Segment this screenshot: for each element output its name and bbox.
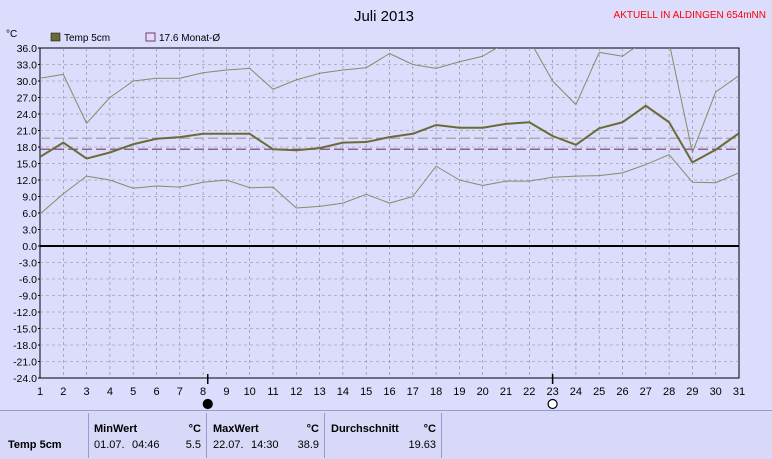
y-tick-labels: 36.0 33.0 30.0 27.0 24.0 21.0 18.0 15.0 12.0 9.0 6… [13,43,40,385]
min-title: MinWert [94,423,138,435]
y-tick-label-0: 36.0 [17,43,38,55]
x-tick-label-1: 2 [60,386,66,398]
y-tick-label-8: 12.0 [17,175,38,187]
y-tick-label-12: 0.0 [22,241,37,253]
stats-row-label: Temp 5cm [8,439,62,451]
x-tick-label-10: 11 [267,386,278,398]
y-tick-label-3: 27.0 [17,93,38,105]
x-tick-label-7: 8 [200,386,206,398]
min-value: 5.5 [185,439,201,451]
avg-value: 19.63 [408,439,436,451]
max-date: 22.07. [213,439,244,451]
x-tick-label-23: 24 [570,386,582,398]
x-tick-label-5: 6 [153,386,159,398]
unit-label: °C [6,29,17,40]
series-line-min [40,154,739,215]
grid [40,48,739,378]
legend-swatch-temp [50,32,61,42]
x-tick-label-30: 31 [733,386,745,398]
x-tick-label-3: 4 [107,386,113,398]
x-tick-label-20: 21 [500,386,512,398]
max-unit: °C [306,423,319,435]
avg-cell: Durchschnitt °C 19.63 [324,413,442,458]
min-date: 01.07. [94,439,125,451]
y-tick-label-11: 3.0 [22,225,37,237]
x-tick-label-14: 15 [360,386,372,398]
avg-title: Durchschnitt [331,423,399,435]
x-tick-labels: 1 2 3 4 5 6 7 8 9 10 11 12 13 14 15 16 17 18 19 20 21 22 23 24 2… [37,386,745,398]
y-tick-label-17: -15.0 [13,324,37,336]
min-cell: MinWert °C 01.07. 04:46 5.5 [88,413,207,458]
min-time: 04:46 [132,439,160,451]
x-tick-label-29: 30 [710,386,722,398]
y-tick-label-19: -21.0 [13,357,37,369]
x-tick-label-15: 16 [383,386,395,398]
temperature-chart: Juli 2013 AKTUELL IN ALDINGEN 654mNN °C … [6,8,766,410]
x-tick-label-17: 18 [430,386,442,398]
max-time: 14:30 [251,439,279,451]
y-tick-label-2: 30.0 [17,76,38,88]
y-tick-label-13: -3.0 [19,258,37,270]
y-tick-label-5: 21.0 [17,126,38,138]
max-cell: MaxWert °C 22.07. 14:30 38.9 [206,413,325,458]
x-tick-label-9: 10 [244,386,256,398]
legend-label-avg: 17.6 Monat-Ø [159,33,220,44]
x-tick-label-13: 14 [337,386,349,398]
legend-label-temp: Temp 5cm [64,33,110,44]
x-tick-label-24: 25 [593,386,605,398]
x-tick-label-0: 1 [37,386,43,398]
x-tick-label-21: 22 [523,386,535,398]
legend: Temp 5cm 17.6 Monat-Ø [50,32,220,44]
x-tick-label-18: 19 [453,386,465,398]
series-line-max [40,48,739,153]
stats-row-label-cell: Temp 5cm [0,413,88,458]
y-tick-label-6: 18.0 [17,142,38,154]
y-tick-label-14: -6.0 [19,274,37,286]
moon-markers [202,374,558,410]
station-note: AKTUELL IN ALDINGEN 654mNN [614,10,766,21]
y-tick-label-10: 6.0 [22,208,37,220]
empty-cell [441,413,772,458]
y-tick-label-20: -24.0 [13,373,37,385]
x-tick-label-4: 5 [130,386,136,398]
x-tick-label-19: 20 [477,386,489,398]
series-line-temp-5cm [40,104,739,164]
x-tick-label-25: 26 [616,386,628,398]
y-tick-label-9: 9.0 [22,192,37,204]
min-unit: °C [188,423,201,435]
x-tick-label-8: 9 [223,386,229,398]
max-value: 38.9 [297,439,319,451]
x-tick-label-28: 29 [686,386,698,398]
y-tick-label-7: 15.0 [17,159,38,171]
x-tick-label-11: 12 [290,386,302,398]
y-tick-label-1: 33.0 [17,60,38,72]
x-tick-label-6: 7 [177,386,183,398]
x-tick-label-16: 17 [407,386,419,398]
y-tick-label-18: -18.0 [13,340,37,352]
chart-title: Juli 2013 [354,8,414,25]
legend-swatch-avg [145,32,156,42]
y-tick-label-16: -12.0 [13,307,37,319]
x-tick-label-12: 13 [313,386,325,398]
series [40,48,739,215]
avg-unit: °C [423,423,436,435]
x-tick-label-22: 23 [546,386,558,398]
x-tick-label-26: 27 [640,386,652,398]
x-tick-label-27: 28 [663,386,675,398]
y-tick-label-4: 24.0 [17,109,38,121]
x-tick-label-2: 3 [84,386,90,398]
max-title: MaxWert [213,423,259,435]
y-tick-label-15: -9.0 [19,291,37,303]
full-moon-icon [547,398,558,410]
new-moon-icon [202,398,213,410]
